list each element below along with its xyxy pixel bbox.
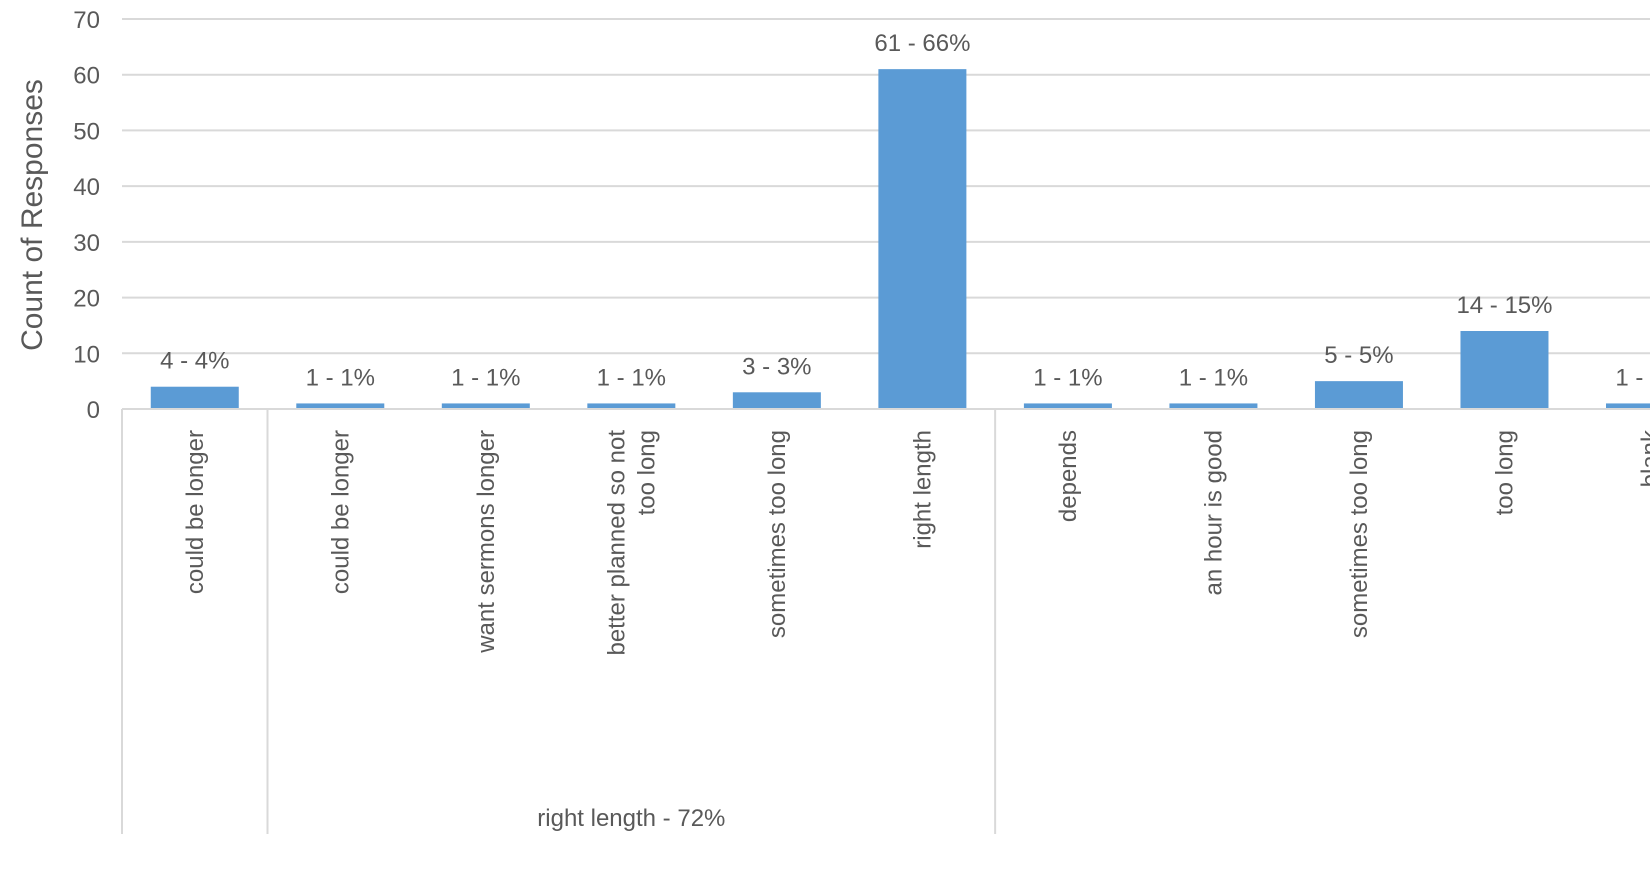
category-label: better planned so not too long — [603, 430, 660, 656]
category-label-line: sometimes too long — [764, 430, 791, 638]
y-tick-label: 0 — [87, 397, 100, 424]
category-label-line: could be longer — [182, 430, 209, 594]
bar — [732, 392, 821, 409]
category-label: depends — [1055, 430, 1082, 522]
category-label-line: right length — [909, 430, 936, 549]
bar — [1169, 403, 1258, 409]
y-tick-label: 10 — [73, 341, 100, 368]
category-label: could be longer — [182, 430, 209, 594]
category-label: sometimes too long — [1346, 430, 1373, 638]
category-label: want sermons longer — [473, 430, 500, 654]
data-label: 1 - 1% — [1033, 364, 1102, 391]
y-tick-label: 50 — [73, 118, 100, 145]
y-tick-label: 30 — [73, 230, 100, 257]
bars — [150, 69, 1650, 410]
bar — [296, 403, 385, 409]
data-label: 61 - 66% — [874, 30, 970, 57]
category-label-line: blank — [1637, 429, 1650, 487]
category-label: right length — [909, 430, 936, 549]
y-axis-title: Count of Responses — [16, 79, 49, 351]
y-tick-label: 70 — [73, 7, 100, 34]
category-label-line: could be longer — [327, 430, 354, 594]
bar — [1023, 403, 1112, 409]
category-label: an hour is good — [1200, 430, 1227, 595]
bar — [878, 69, 967, 410]
y-tick-label: 60 — [73, 63, 100, 90]
bar — [1606, 403, 1650, 409]
category-label-line: want sermons longer — [473, 430, 500, 654]
bar — [1314, 381, 1403, 409]
category-label: could be longer — [327, 430, 354, 594]
labels: 0 10 20 30 40 50 60 70 4 - 4% could be longer 1 - … — [73, 7, 1650, 832]
category-label: sometimes too long — [764, 430, 791, 638]
bar — [1460, 331, 1549, 409]
category-label-line: too long — [1491, 430, 1518, 515]
data-label: 1 - 1% — [1179, 364, 1248, 391]
axes — [121, 408, 1650, 834]
category-label-line: depends — [1055, 430, 1082, 522]
category-label-line: too long — [633, 430, 660, 515]
bar — [150, 386, 239, 409]
data-label: 1 - 1% — [1615, 364, 1650, 391]
data-label: 1 - 1% — [306, 364, 375, 391]
data-label: 1 - 1% — [451, 364, 520, 391]
category-label-line: an hour is good — [1200, 430, 1227, 595]
category-label-line: better planned so not — [603, 430, 630, 656]
data-label: 3 - 3% — [742, 353, 811, 380]
bar — [587, 403, 676, 409]
data-label: 5 - 5% — [1324, 342, 1393, 369]
category-label: blank — [1637, 429, 1650, 487]
category-label-line: sometimes too long — [1346, 430, 1373, 638]
group-label: right length - 72% — [537, 805, 725, 832]
bar — [441, 403, 530, 409]
data-label: 14 - 15% — [1456, 292, 1552, 319]
data-label: 1 - 1% — [597, 364, 666, 391]
y-tick-label: 40 — [73, 174, 100, 201]
category-label: too long — [1491, 430, 1518, 515]
data-label: 4 - 4% — [160, 348, 229, 375]
y-tick-label: 20 — [73, 286, 100, 313]
